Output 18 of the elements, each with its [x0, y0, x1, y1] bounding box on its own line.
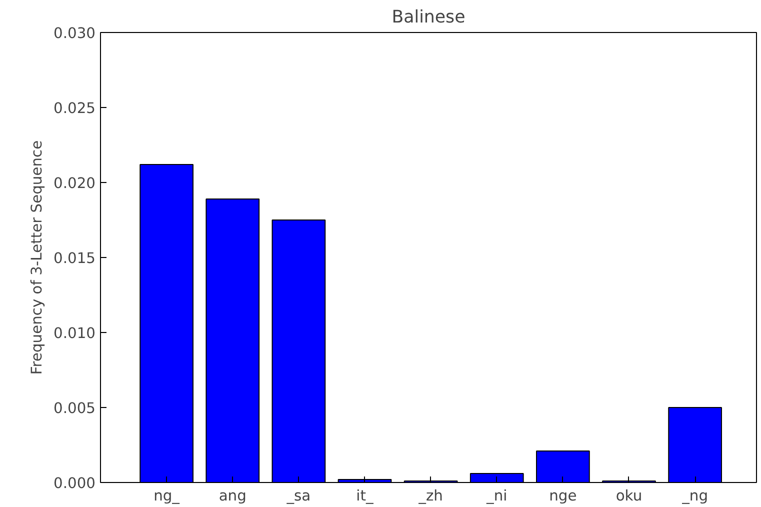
x-tick-label: _ni	[486, 488, 508, 504]
y-axis-title: Frequency of 3-Letter Sequence	[28, 140, 46, 375]
y-tick-label: 0.000	[54, 475, 96, 492]
y-tick-label: 0.030	[54, 25, 96, 42]
x-tick-label: _zh	[418, 488, 443, 504]
y-tick-label: 0.005	[54, 400, 96, 417]
x-tick-label: ang	[218, 488, 246, 504]
y-tick-label: 0.020	[54, 175, 96, 192]
y-tick-label: 0.015	[54, 250, 96, 267]
x-tick-label: nge	[549, 488, 577, 504]
x-tick-label: _sa	[286, 488, 311, 504]
x-tick-label: oku	[616, 488, 642, 504]
x-tick-label: ng_	[154, 488, 180, 504]
y-tick-label: 0.010	[54, 325, 96, 342]
chart-title: Balinese	[392, 8, 466, 28]
y-tick-label: 0.025	[54, 100, 96, 117]
x-tick-label: it_	[356, 488, 374, 504]
x-tick-label: _ng	[681, 488, 708, 504]
